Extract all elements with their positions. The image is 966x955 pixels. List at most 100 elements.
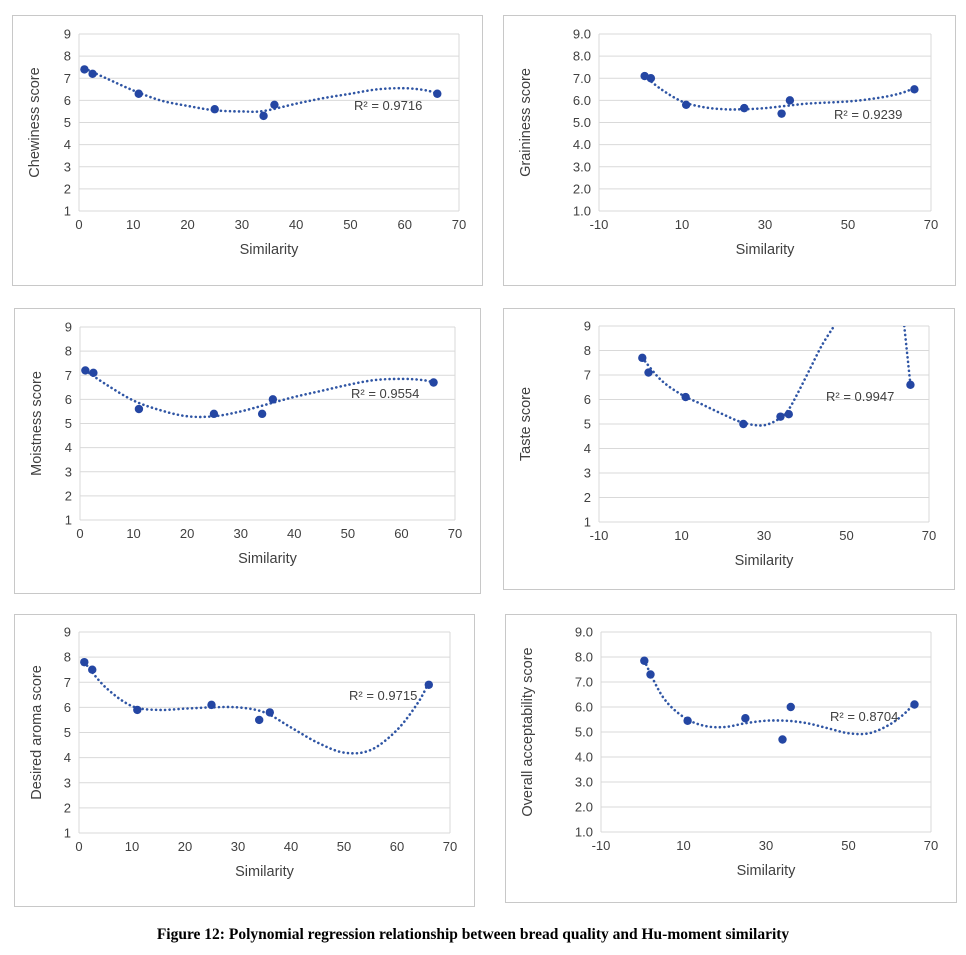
data-point xyxy=(270,100,279,110)
data-point xyxy=(638,353,647,363)
x-tick-label: 70 xyxy=(443,839,457,854)
chart-panel-moistness: 1 2 3 4 5 6 7 8 9 0 10 20 30 40 50 60 70 Similarity Moistn… xyxy=(14,308,481,594)
y-tick-label: 2 xyxy=(584,490,591,505)
y-tick-label: 3 xyxy=(64,159,71,174)
y-tick-label: 7 xyxy=(65,368,72,383)
y-tick-label: 5.0 xyxy=(573,115,591,130)
y-tick-label: 8 xyxy=(584,343,591,358)
y-tick-label: 2 xyxy=(64,181,71,196)
data-point xyxy=(80,65,89,74)
data-point xyxy=(265,708,274,717)
chart-svg: 1 2 3 4 5 6 7 8 9 0 10 20 30 40 50 60 70 Similarity Desire… xyxy=(29,625,457,881)
x-tick-label: 60 xyxy=(390,839,404,854)
x-axis-title: Similarity xyxy=(240,242,300,258)
x-tick-label: 0 xyxy=(76,526,83,541)
y-tick-label: 9 xyxy=(65,320,72,335)
x-tick-label: 0 xyxy=(75,839,82,854)
y-tick-label: 5 xyxy=(65,416,72,431)
y-tick-label: 3.0 xyxy=(575,775,593,790)
data-point xyxy=(741,714,750,723)
y-tick-label: 9 xyxy=(584,319,591,334)
data-point xyxy=(740,103,749,113)
y-tick-label: 6.0 xyxy=(575,700,593,715)
x-tick-label: 70 xyxy=(924,838,938,853)
y-tick-label: 5 xyxy=(584,417,591,432)
x-axis-title: Similarity xyxy=(235,864,295,880)
x-tick-label: 70 xyxy=(924,217,938,232)
x-tick-label: 30 xyxy=(231,839,245,854)
x-tick-label: 20 xyxy=(180,526,194,541)
x-tick-label: 40 xyxy=(289,217,303,232)
y-tick-label: 2.0 xyxy=(575,800,593,815)
r-squared-label: R² = 0.9716 xyxy=(354,98,422,113)
x-tick-label: 20 xyxy=(178,839,192,854)
y-axis-title: Taste score xyxy=(518,387,534,461)
chart-svg: 1 2 3 4 5 6 7 8 9 0 10 20 30 40 50 60 70 Similarity Moistn… xyxy=(29,320,462,568)
y-tick-label: 1 xyxy=(64,204,71,219)
y-tick-label: 5 xyxy=(64,725,71,740)
x-tick-label: 30 xyxy=(233,526,247,541)
x-tick-label: 10 xyxy=(125,839,139,854)
y-tick-label: 8.0 xyxy=(573,49,591,64)
r-squared-label: R² = 0.9715 xyxy=(349,688,417,703)
data-point xyxy=(257,409,267,419)
x-tick-label: 30 xyxy=(758,217,772,232)
trendline xyxy=(643,74,916,111)
x-tick-label: 10 xyxy=(126,217,140,232)
x-tick-label: 10 xyxy=(675,217,689,232)
y-tick-label: 1 xyxy=(584,515,591,530)
x-tick-label: 50 xyxy=(341,526,355,541)
chart-svg: 1 2 3 4 5 6 7 8 9 0 10 20 30 40 50 60 70 Similarity Chewin… xyxy=(27,27,466,259)
y-tick-label: 6 xyxy=(64,700,71,715)
y-tick-label: 1.0 xyxy=(575,825,593,840)
y-axis-title: Chewiness score xyxy=(27,67,43,177)
data-point xyxy=(646,670,655,679)
x-tick-label: 70 xyxy=(452,217,466,232)
data-point xyxy=(784,410,793,419)
x-tick-label: 50 xyxy=(839,528,853,543)
y-tick-label: 6 xyxy=(64,93,71,108)
y-tick-label: 9.0 xyxy=(573,27,591,42)
x-tick-label: 60 xyxy=(397,217,411,232)
data-point xyxy=(777,109,786,118)
data-point xyxy=(429,378,438,387)
y-tick-label: 8 xyxy=(64,650,71,665)
data-point xyxy=(88,665,97,674)
y-tick-label: 1 xyxy=(64,826,71,841)
data-point xyxy=(786,702,795,712)
y-tick-label: 3 xyxy=(65,464,72,479)
data-point xyxy=(133,705,142,715)
y-axis-title: Desired aroma score xyxy=(29,665,45,800)
y-tick-label: 4 xyxy=(65,440,72,455)
x-tick-label: 50 xyxy=(337,839,351,854)
data-point xyxy=(640,656,649,665)
data-point xyxy=(910,700,919,709)
figure-caption: Figure 12: Polynomial regression relatio… xyxy=(156,926,790,943)
x-axis-title: Similarity xyxy=(736,242,796,258)
y-tick-label: 4 xyxy=(64,137,71,152)
x-tick-label: -10 xyxy=(590,528,609,543)
y-tick-label: 7 xyxy=(64,675,71,690)
x-tick-label: 70 xyxy=(922,528,936,543)
data-point xyxy=(210,105,219,114)
x-axis-title: Similarity xyxy=(735,553,795,569)
data-point xyxy=(81,366,90,375)
chart-svg: 1.0 2.0 3.0 4.0 5.0 6.0 7.0 8.0 9.0 -10 10 30 50 70 Si… xyxy=(518,27,938,259)
y-tick-label: 2 xyxy=(64,800,71,815)
chart-panel-graininess: 1.0 2.0 3.0 4.0 5.0 6.0 7.0 8.0 9.0 -10 10 30 50 70 Si… xyxy=(503,15,956,286)
chart-svg: 1 2 3 4 5 6 7 8 9 -10 10 30 50 70 Similarity Taste scor… xyxy=(518,319,936,570)
x-tick-label: 60 xyxy=(394,526,408,541)
data-point xyxy=(268,395,278,404)
y-tick-label: 6 xyxy=(65,392,72,407)
x-tick-label: -10 xyxy=(592,838,611,853)
data-point xyxy=(255,715,264,725)
chart-panel-taste: 1 2 3 4 5 6 7 8 9 -10 10 30 50 70 Similarity Taste scor… xyxy=(503,308,955,590)
data-point xyxy=(681,100,691,110)
data-point xyxy=(209,409,219,419)
data-point xyxy=(776,412,785,421)
r-squared-label: R² = 0.9554 xyxy=(351,386,419,401)
data-point xyxy=(88,69,97,79)
x-tick-label: 0 xyxy=(75,217,82,232)
chart-svg: 1.0 2.0 3.0 4.0 5.0 6.0 7.0 8.0 9.0 -10 10 30 50 70 Si… xyxy=(520,625,938,880)
y-axis-title: Graininess score xyxy=(518,68,534,177)
